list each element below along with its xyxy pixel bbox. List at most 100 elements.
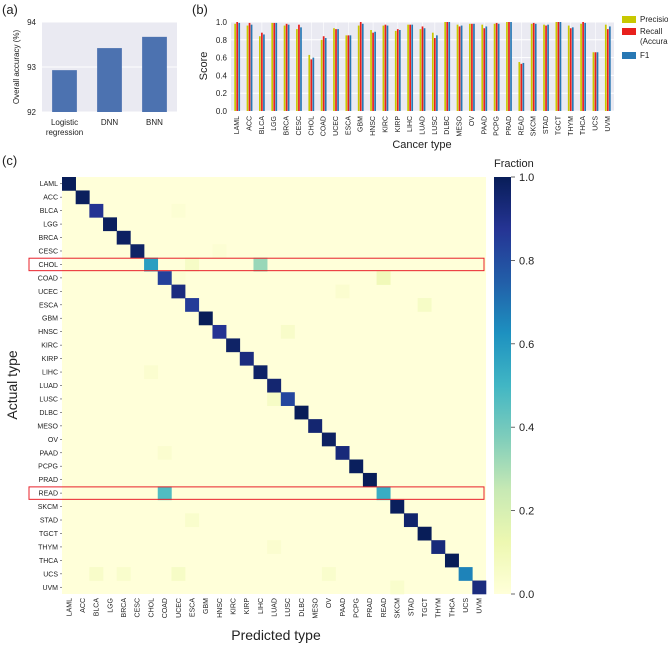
cell-LIHC-CHOL	[144, 365, 159, 380]
bar-LUSC-1	[434, 38, 436, 111]
x-tick-label-b: PAAD	[481, 116, 488, 135]
col-label: ACC	[80, 598, 87, 613]
col-label: SKCM	[395, 598, 402, 618]
x-tick-label-b: COAD	[321, 116, 328, 136]
cell-diag-LAML	[62, 177, 76, 191]
x-tick-label-b: LGG	[271, 116, 278, 131]
bar-ESCA-1	[347, 35, 350, 111]
bar-UCS-1	[594, 52, 597, 111]
col-label: KIRP	[244, 598, 251, 615]
bar-PAAD-1	[483, 28, 486, 112]
bar-COAD-2	[324, 38, 327, 111]
row-label: PAAD	[39, 450, 58, 457]
colorbar-tick-label: 0.2	[519, 506, 534, 518]
bar-LAML-1	[236, 22, 239, 111]
cell-diag-GBM	[198, 311, 213, 326]
col-label: OV	[326, 598, 333, 608]
x-tick-label-b: ESCA	[345, 116, 352, 135]
x-tick-label-b: HNSC	[370, 116, 377, 136]
col-label: UCS	[463, 598, 470, 613]
row-label: KIRP	[42, 356, 59, 363]
cell-diag-LUAD	[267, 378, 282, 393]
bar-HNSC-0	[370, 30, 372, 111]
col-label: COAD	[162, 598, 169, 618]
bar-SKCM-1	[532, 22, 535, 111]
cell-CHOL-ESCA	[185, 257, 200, 272]
cell-diag-OV	[321, 432, 336, 447]
legend-label-1: Recall	[640, 27, 662, 36]
row-label: BLCA	[40, 208, 59, 215]
bar-PCPG-1	[495, 22, 498, 111]
row-label: READ	[39, 491, 58, 498]
bar-UVM-1	[606, 29, 609, 111]
bar-OV-1	[471, 23, 473, 112]
x-tick-label-b: THYM	[568, 116, 575, 136]
bar-LIHC-2	[411, 24, 414, 112]
heatmap-col-labels: LAML ACC BLCA LGG BRCA CESC CHOL COAD UCEC ESCA GB…	[66, 597, 483, 618]
colorbar-ticks: 1.0 0.8 0.6 0.4 0.2 0.0	[511, 172, 534, 601]
legend-b: Precision Recall(Accuracy) F1	[622, 15, 668, 60]
bar-COAD-1	[322, 36, 325, 111]
x-tick-label-b: GBM	[358, 116, 365, 132]
cell-PAAD-COAD	[157, 446, 172, 460]
bar-MESO-2	[460, 25, 463, 112]
bar-THYM-1	[569, 28, 572, 112]
bar-LUAD-1	[421, 26, 424, 112]
y-tick-label-a: 92	[27, 108, 36, 117]
bar-OV-0	[469, 23, 471, 112]
bar-OV-2	[473, 23, 475, 112]
cell-diag-BRCA	[116, 230, 131, 245]
x-tick-label-a: Logistic	[51, 118, 78, 127]
legend-swatch-2	[622, 52, 636, 59]
y-tick-label-b: 0.0	[216, 107, 228, 116]
y-ticks-b: 0.0 0.2 0.4 0.6 0.8 1.0	[216, 18, 228, 116]
bar-BLCA-0	[258, 36, 261, 111]
cell-diag-ACC	[75, 190, 90, 205]
row-label: UVM	[42, 585, 58, 592]
y-axis-label-c: Actual type	[4, 350, 20, 419]
bar-UVM-2	[609, 26, 611, 112]
row-label: GBM	[42, 316, 58, 323]
bar-LUAD-0	[419, 29, 422, 111]
x-tick-label-b: KIRC	[382, 116, 389, 133]
panel-label-c: (c)	[2, 153, 17, 168]
cell-diag-COAD	[157, 271, 172, 285]
bar-MESO-0	[456, 24, 459, 112]
bar-LIHC-0	[407, 24, 409, 112]
cell-diag-PCPG	[349, 459, 364, 474]
bar-READ-1	[520, 63, 523, 111]
x-tick-label-b: OV	[469, 116, 476, 126]
legend-swatch-0	[622, 16, 636, 23]
row-label: CESC	[39, 248, 58, 255]
cell-BLCA-UCEC	[171, 203, 186, 218]
col-label: READ	[381, 598, 388, 617]
cell-COAD-READ	[376, 271, 391, 285]
row-label: DLBC	[39, 410, 58, 417]
cell-UCS-UCEC	[171, 567, 186, 581]
y-axis-label-b: Score	[198, 52, 210, 81]
col-label: LGG	[107, 598, 114, 613]
legend-label-0: Precision	[640, 15, 668, 24]
cell-COAD-UCEC	[171, 271, 186, 285]
bar-2	[142, 36, 167, 112]
cell-diag-MESO	[308, 419, 323, 433]
bar-MESO-1	[458, 26, 461, 112]
bar-UCEC-2	[337, 29, 339, 111]
col-label: DLBC	[299, 598, 306, 617]
x-tick-label-b: UCS	[592, 116, 599, 131]
cell-diag-UCS	[458, 567, 473, 581]
bar-STAD-0	[543, 24, 545, 112]
x-tick-label-b: UVM	[605, 116, 612, 132]
y-tick-label-a: 94	[27, 18, 36, 27]
bar-GBM-1	[359, 22, 362, 111]
bar-ACC-1	[248, 22, 251, 111]
colorbar-tick-label: 0.0	[519, 589, 534, 601]
row-label: BRCA	[39, 235, 59, 242]
row-label: CHOL	[39, 262, 59, 269]
bar-PRAD-1	[508, 22, 510, 111]
cell-UVM-SKCM	[390, 580, 405, 595]
bar-TGCT-0	[555, 22, 558, 111]
legend-label-1: (Accuracy)	[640, 37, 668, 46]
panel-label-b: (b)	[192, 2, 208, 17]
panel-label-a: (a)	[2, 2, 18, 17]
